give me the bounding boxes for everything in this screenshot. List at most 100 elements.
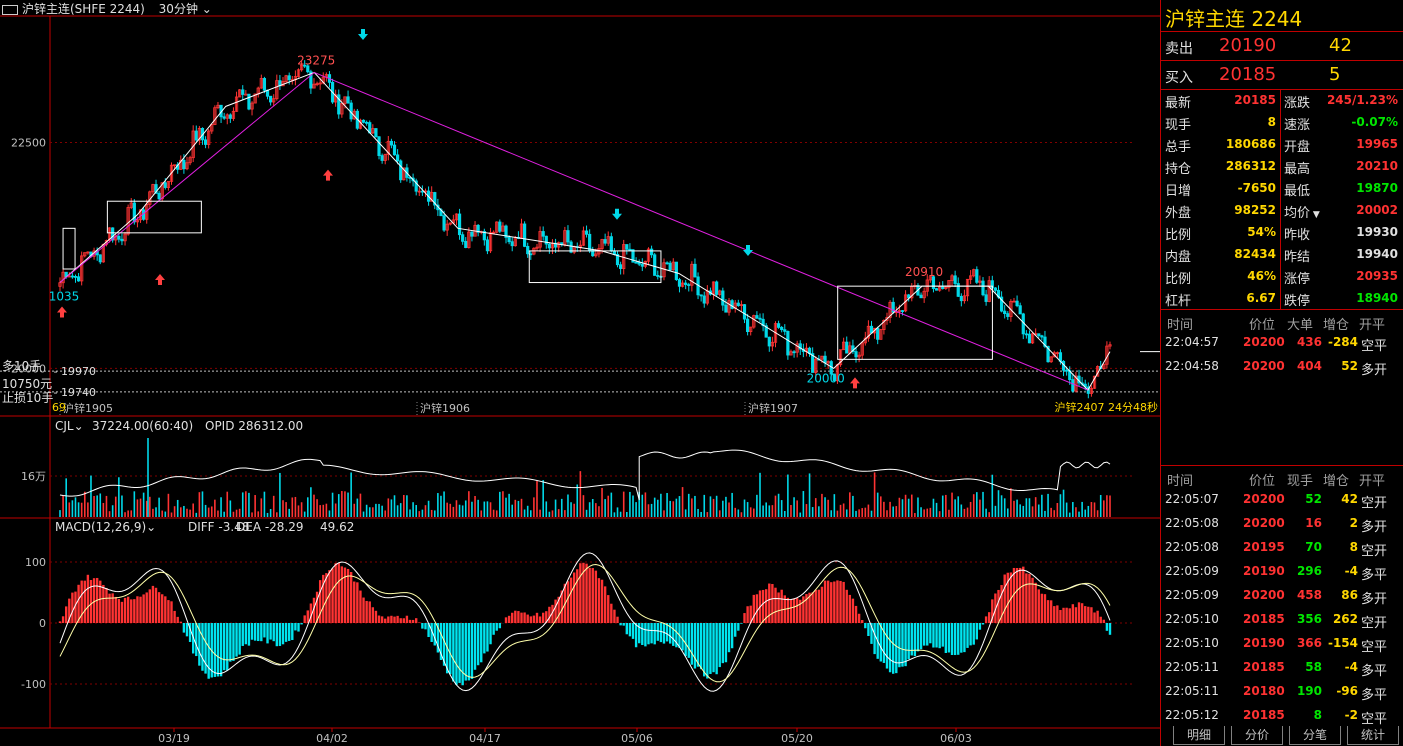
row-oi-change: -154 (1327, 636, 1358, 650)
buy-arrow-icon (323, 169, 333, 181)
table-row[interactable]: 22:05:07 20200 52 42 空开 (1161, 487, 1403, 511)
candle-body (758, 317, 762, 320)
table-row[interactable]: 22:05:10 20190 366 -154 空平 (1161, 631, 1403, 655)
quote-row: 杠杆 6.67 跌停 18940 (1161, 287, 1403, 309)
table-row[interactable]: 22:05:11 20185 58 -4 多平 (1161, 655, 1403, 679)
quote-label: 昨结 (1284, 250, 1311, 265)
table-row[interactable]: 22:05:08 20195 70 8 空开 (1161, 535, 1403, 559)
quote-value: 180686 (1225, 137, 1276, 151)
quote-header: 沪锌主连 2244 (1161, 0, 1403, 32)
row-price: 20200 (1243, 492, 1285, 506)
candle-body (488, 232, 493, 252)
table-row[interactable]: 22:05:12 20185 8 -2 空平 (1161, 703, 1403, 727)
candle-body (1046, 345, 1050, 363)
table-row[interactable]: 22:05:09 20190 296 -4 多平 (1161, 559, 1403, 583)
candle-body (854, 351, 858, 358)
candle-body (250, 102, 254, 110)
table-row[interactable]: 22:05:11 20180 190 -96 多平 (1161, 679, 1403, 703)
candle-body (950, 275, 954, 281)
candle-body (832, 373, 836, 382)
candle-body (377, 136, 381, 156)
candle-body (498, 221, 502, 232)
table-row[interactable]: 22:05:08 20200 16 2 多开 (1161, 511, 1403, 535)
bid-row[interactable]: 买入 20185 5 (1161, 61, 1403, 90)
tab-detail[interactable]: 明细 (1173, 726, 1225, 745)
candle-body (315, 83, 319, 86)
candle-body (1074, 375, 1078, 392)
sell-arrow-icon (612, 208, 622, 220)
row-volume: 70 (1305, 540, 1322, 554)
candle-body (993, 287, 997, 291)
candle-body (978, 280, 982, 283)
row-oi-change: -4 (1344, 564, 1358, 578)
row-price: 20185 (1243, 708, 1285, 722)
quote-value: 19870 (1356, 181, 1398, 195)
candle-body (1040, 335, 1044, 338)
tab-price-split[interactable]: 分价 (1231, 726, 1283, 745)
candle-body (600, 239, 604, 249)
table-row[interactable]: 22:05:10 20185 356 262 空开 (1161, 607, 1403, 631)
quote-value: 8 (1267, 115, 1276, 129)
candle-body (169, 164, 174, 182)
cjl-indicator-label[interactable]: CJL⌄ (55, 419, 84, 433)
candle-body (188, 157, 192, 164)
candle-body (603, 239, 607, 244)
candle-body (628, 248, 632, 251)
candle-body (210, 124, 214, 132)
candle-body (1071, 379, 1075, 392)
candle-body (535, 246, 539, 249)
candle-body (569, 241, 573, 253)
chart-area[interactable]: 沪锌主连(SHFE 2244) 30分钟 ⌄ 22500 20000 - 19970… (0, 0, 1160, 746)
candle-body (969, 275, 973, 280)
candle-body (789, 351, 793, 356)
price-tick-label: 20000 (11, 362, 46, 375)
table-row[interactable]: 22:04:57 20200 436 -284 空平 (1161, 330, 1403, 354)
candle-body (386, 140, 390, 155)
ask-label: 卖出 (1165, 41, 1193, 57)
range-box (62, 227, 76, 270)
tab-stats[interactable]: 统计 (1347, 726, 1399, 745)
candle-body (538, 231, 542, 248)
tab-trades[interactable]: 分笔 (1289, 726, 1341, 745)
candle-body (238, 89, 242, 98)
ask-row[interactable]: 卖出 20190 42 (1161, 32, 1403, 61)
candle-body (987, 280, 991, 302)
candle-body (845, 341, 849, 354)
row-price: 20180 (1243, 684, 1285, 698)
column-header: 增仓 (1323, 318, 1350, 333)
row-price: 20190 (1243, 636, 1285, 650)
candle-body (811, 353, 815, 373)
candle-body (492, 231, 496, 234)
row-price: 20190 (1243, 564, 1285, 578)
macd-indicator-label[interactable]: MACD(12,26,9)⌄ (55, 520, 156, 534)
row-oi-change: 8 (1349, 540, 1358, 554)
candle-body (442, 215, 446, 231)
macd-value: 49.62 (320, 520, 354, 534)
row-volume: 366 (1296, 636, 1322, 650)
candle-body (234, 96, 239, 112)
candle-body (640, 263, 644, 267)
candle-body (318, 82, 322, 85)
quote-value: 286312 (1225, 159, 1276, 173)
candle-body (1018, 305, 1022, 315)
row-type: 多开 (1361, 520, 1388, 535)
candle-body (609, 236, 613, 252)
candle-body (1003, 310, 1007, 315)
row-price: 20200 (1243, 588, 1285, 602)
candle-body (1052, 352, 1056, 358)
candle-body (371, 128, 375, 134)
table-row[interactable]: 22:05:09 20200 458 86 多开 (1161, 583, 1403, 607)
table-row[interactable]: 22:04:58 20200 404 52 多开 (1161, 354, 1403, 378)
candle-body (216, 104, 220, 109)
candle-body (557, 242, 561, 248)
period-selector[interactable]: 30分钟 ⌄ (158, 2, 212, 16)
candle-body (259, 78, 263, 89)
candle-body (272, 98, 276, 103)
quote-value: 19930 (1356, 225, 1398, 239)
caret-down-icon[interactable]: ▼ (1310, 210, 1320, 220)
contract-prefix-label: 69 (52, 401, 66, 414)
row-oi-change: 52 (1341, 359, 1358, 373)
buy-arrow-icon (850, 377, 860, 389)
row-time: 22:04:58 (1165, 359, 1219, 373)
